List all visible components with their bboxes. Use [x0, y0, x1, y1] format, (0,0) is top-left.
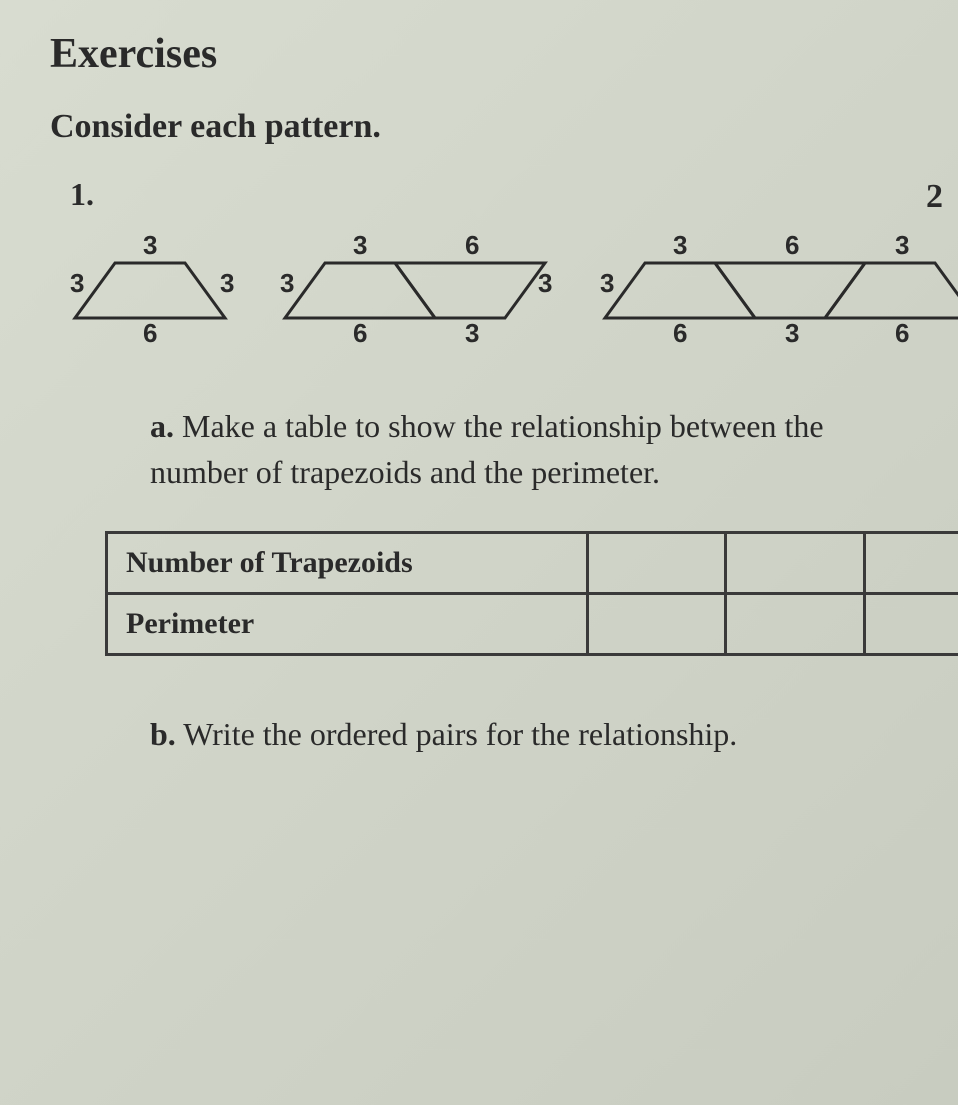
row2-label: Perimeter [107, 593, 588, 654]
problem-number: 1. [70, 176, 958, 213]
sub-b-text: Write the ordered pairs for the relation… [176, 716, 737, 752]
page-title: Exercises [50, 30, 958, 78]
table-cell [587, 593, 726, 654]
table-cell [865, 593, 958, 654]
table-cell [865, 532, 958, 593]
table-cell [726, 593, 865, 654]
sub-a-letter: a. [150, 408, 174, 444]
fig3-bot3: 6 [895, 318, 909, 349]
sub-item-a: a. Make a table to show the relationship… [150, 403, 830, 496]
fig2-right: 3 [538, 268, 552, 299]
sub-b-letter: b. [150, 716, 176, 752]
fig1-bottom: 6 [143, 318, 157, 349]
fig3-top3: 3 [895, 230, 909, 261]
fig3-top2: 6 [785, 230, 799, 261]
fig3-left: 3 [600, 268, 614, 299]
trapezoid-figures: 3 3 3 6 3 6 3 3 6 3 3 6 3 3 3 6 3 6 [60, 228, 958, 348]
fig1-left: 3 [70, 268, 84, 299]
figure-3: 3 6 3 3 3 6 3 6 [590, 228, 958, 348]
answer-table: Number of Trapezoids Perimeter [105, 531, 958, 656]
fig2-top2: 6 [465, 230, 479, 261]
sub-a-text: Make a table to show the relationship be… [150, 408, 824, 490]
figure-1: 3 3 3 6 [60, 228, 250, 348]
instruction-text: Consider each pattern. [50, 108, 958, 146]
fig2-bot1: 6 [353, 318, 367, 349]
fig2-left: 3 [280, 268, 294, 299]
fig1-top: 3 [143, 230, 157, 261]
trapezoid-2-svg [270, 228, 570, 348]
row1-label: Number of Trapezoids [107, 532, 588, 593]
table-row: Perimeter [107, 593, 958, 654]
sub-item-b: b. Write the ordered pairs for the relat… [150, 711, 830, 757]
fig3-bot2: 3 [785, 318, 799, 349]
table-row: Number of Trapezoids [107, 532, 958, 593]
fig3-bot1: 6 [673, 318, 687, 349]
table-cell [726, 532, 865, 593]
fig2-top1: 3 [353, 230, 367, 261]
fig1-right: 3 [220, 268, 234, 299]
figure-2: 3 6 3 3 6 3 [270, 228, 570, 348]
side-marker: 2 [926, 178, 943, 216]
table-cell [587, 532, 726, 593]
fig2-bot2: 3 [465, 318, 479, 349]
fig3-top1: 3 [673, 230, 687, 261]
